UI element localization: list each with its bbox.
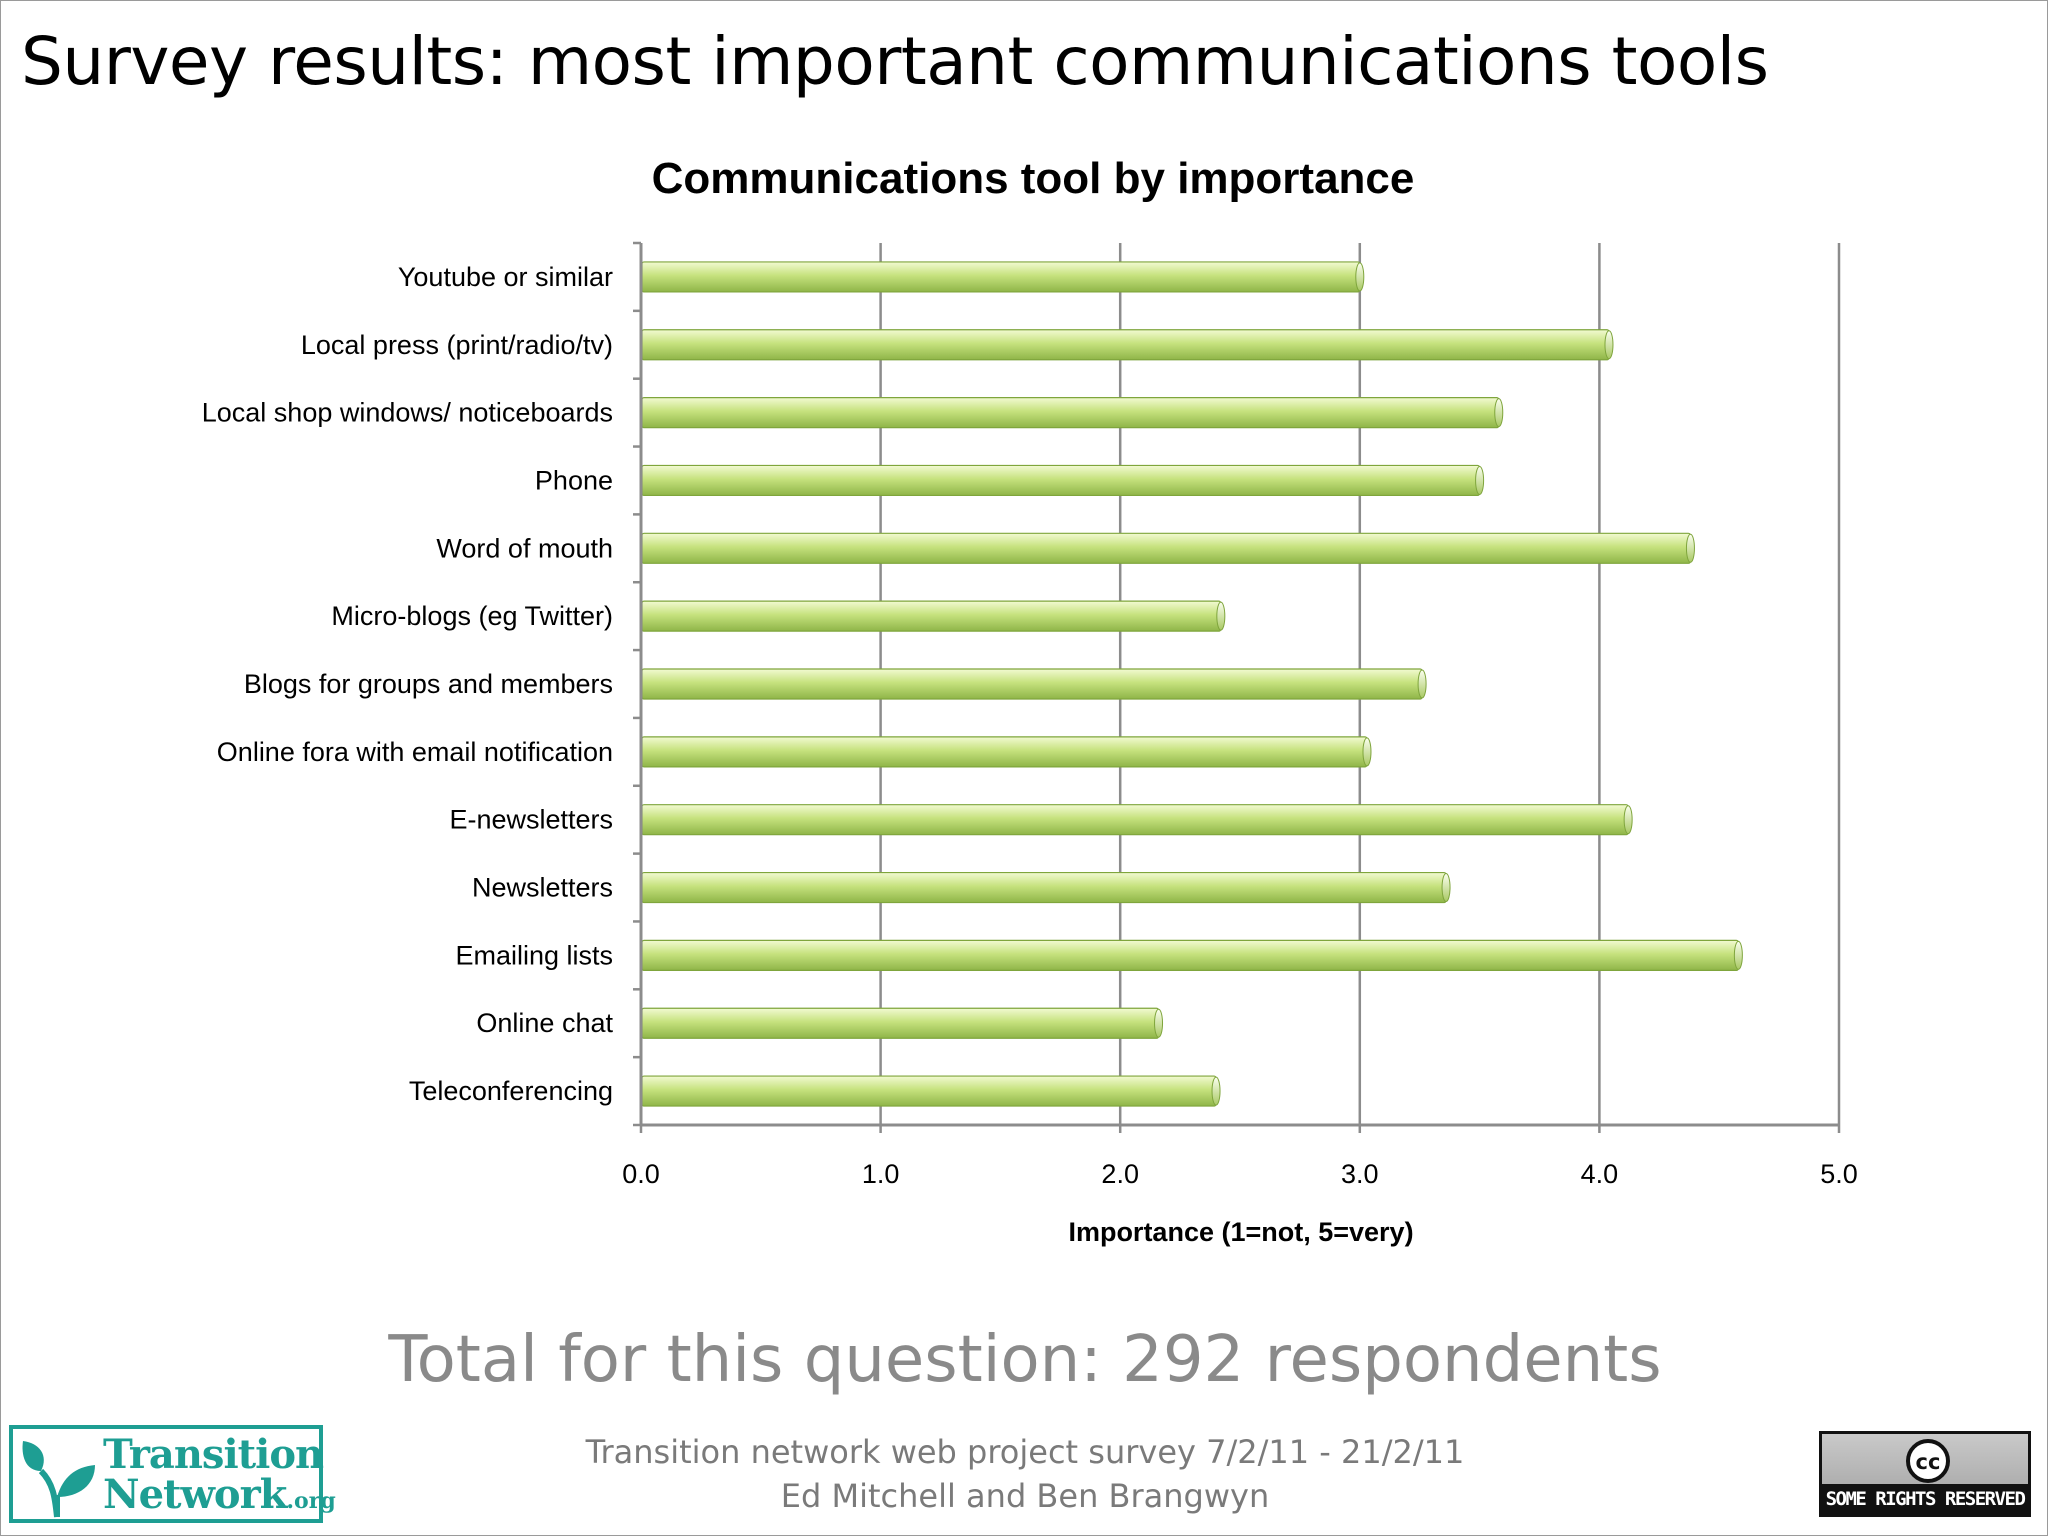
bar-end-cap — [1211, 1076, 1221, 1106]
bar-end-cap — [1604, 330, 1614, 360]
cc-icon: cc — [1906, 1439, 1950, 1483]
bar-end-cap — [1733, 940, 1743, 970]
bar — [641, 804, 1629, 836]
bar-end-cap — [1154, 1008, 1164, 1038]
bar-end-cap — [1475, 465, 1485, 495]
bar-end-cap — [1355, 262, 1365, 292]
category-label: Youtube or similar — [398, 262, 613, 292]
category-label: Emailing lists — [455, 940, 613, 970]
category-label: Local press (print/radio/tv) — [301, 330, 613, 360]
footer-survey-line: Transition network web project survey 7/… — [585, 1433, 1465, 1471]
bar-end-cap — [1362, 737, 1372, 767]
bar-end-cap — [1417, 669, 1427, 699]
bar — [641, 668, 1423, 700]
bar-end-cap — [1623, 805, 1633, 835]
bar — [641, 532, 1692, 564]
bar-end-cap — [1494, 398, 1504, 428]
x-tick-label: 4.0 — [1581, 1159, 1619, 1189]
bar — [641, 464, 1481, 497]
x-tick-label: 1.0 — [862, 1159, 900, 1189]
bar — [641, 736, 1368, 768]
category-label: E-newsletters — [449, 805, 613, 835]
x-tick-label: 3.0 — [1341, 1159, 1379, 1189]
logo-word: Network — [103, 1471, 287, 1518]
x-axis-label: Importance (1=not, 5=very) — [1068, 1217, 1413, 1247]
category-label: Blogs for groups and members — [244, 669, 613, 699]
category-label: Online fora with email notification — [217, 737, 613, 767]
bar — [641, 871, 1447, 904]
bar — [641, 1007, 1160, 1039]
footer-authors-line: Ed Mitchell and Ben Brangwyn — [780, 1477, 1270, 1515]
category-label: Newsletters — [472, 873, 613, 903]
creative-commons-badge: cc SOME RIGHTS RESERVED — [1819, 1431, 2031, 1517]
logo-line1: Transition — [103, 1431, 324, 1478]
x-tick-labels: 0.0 1.0 2.0 3.0 4.0 5.0 — [622, 1159, 1858, 1189]
category-label: Micro-blogs (eg Twitter) — [331, 601, 613, 631]
bar — [641, 600, 1222, 632]
bar-end-cap — [1685, 533, 1695, 563]
category-labels: Youtube or similar Local press (print/rad… — [202, 262, 614, 1106]
cc-text: SOME RIGHTS RESERVED — [1822, 1484, 2028, 1514]
transition-network-logo: Transition Network.org — [9, 1425, 336, 1523]
bar — [641, 261, 1361, 293]
category-label: Word of mouth — [436, 533, 613, 563]
category-label: Teleconferencing — [409, 1076, 613, 1106]
bars — [641, 261, 1743, 1107]
category-label: Online chat — [476, 1008, 613, 1038]
bar-chart: Communications tool by importance Youtub… — [202, 154, 1858, 1247]
logo-suffix: .org — [286, 1488, 336, 1514]
chart-title: Communications tool by importance — [652, 154, 1415, 203]
x-tick-label: 5.0 — [1820, 1159, 1858, 1189]
cc-symbol: cc — [1916, 1450, 1941, 1474]
category-label: Phone — [535, 465, 613, 495]
axes — [633, 241, 1841, 1133]
x-tick-label: 0.0 — [622, 1159, 660, 1189]
bar — [641, 939, 1739, 971]
bar-end-cap — [1216, 601, 1226, 631]
bar — [641, 1075, 1217, 1107]
category-label: Local shop windows/ noticeboards — [202, 398, 613, 428]
bar — [641, 397, 1500, 429]
leaf-icon — [22, 1441, 95, 1518]
slide-title: Survey results: most important communica… — [21, 23, 1769, 100]
logo-line2: Network.org — [103, 1471, 336, 1518]
x-tick-label: 2.0 — [1101, 1159, 1139, 1189]
bar-end-cap — [1441, 873, 1451, 903]
respondents-total: Total for this question: 292 respondents — [388, 1323, 1662, 1397]
bar — [641, 329, 1610, 361]
